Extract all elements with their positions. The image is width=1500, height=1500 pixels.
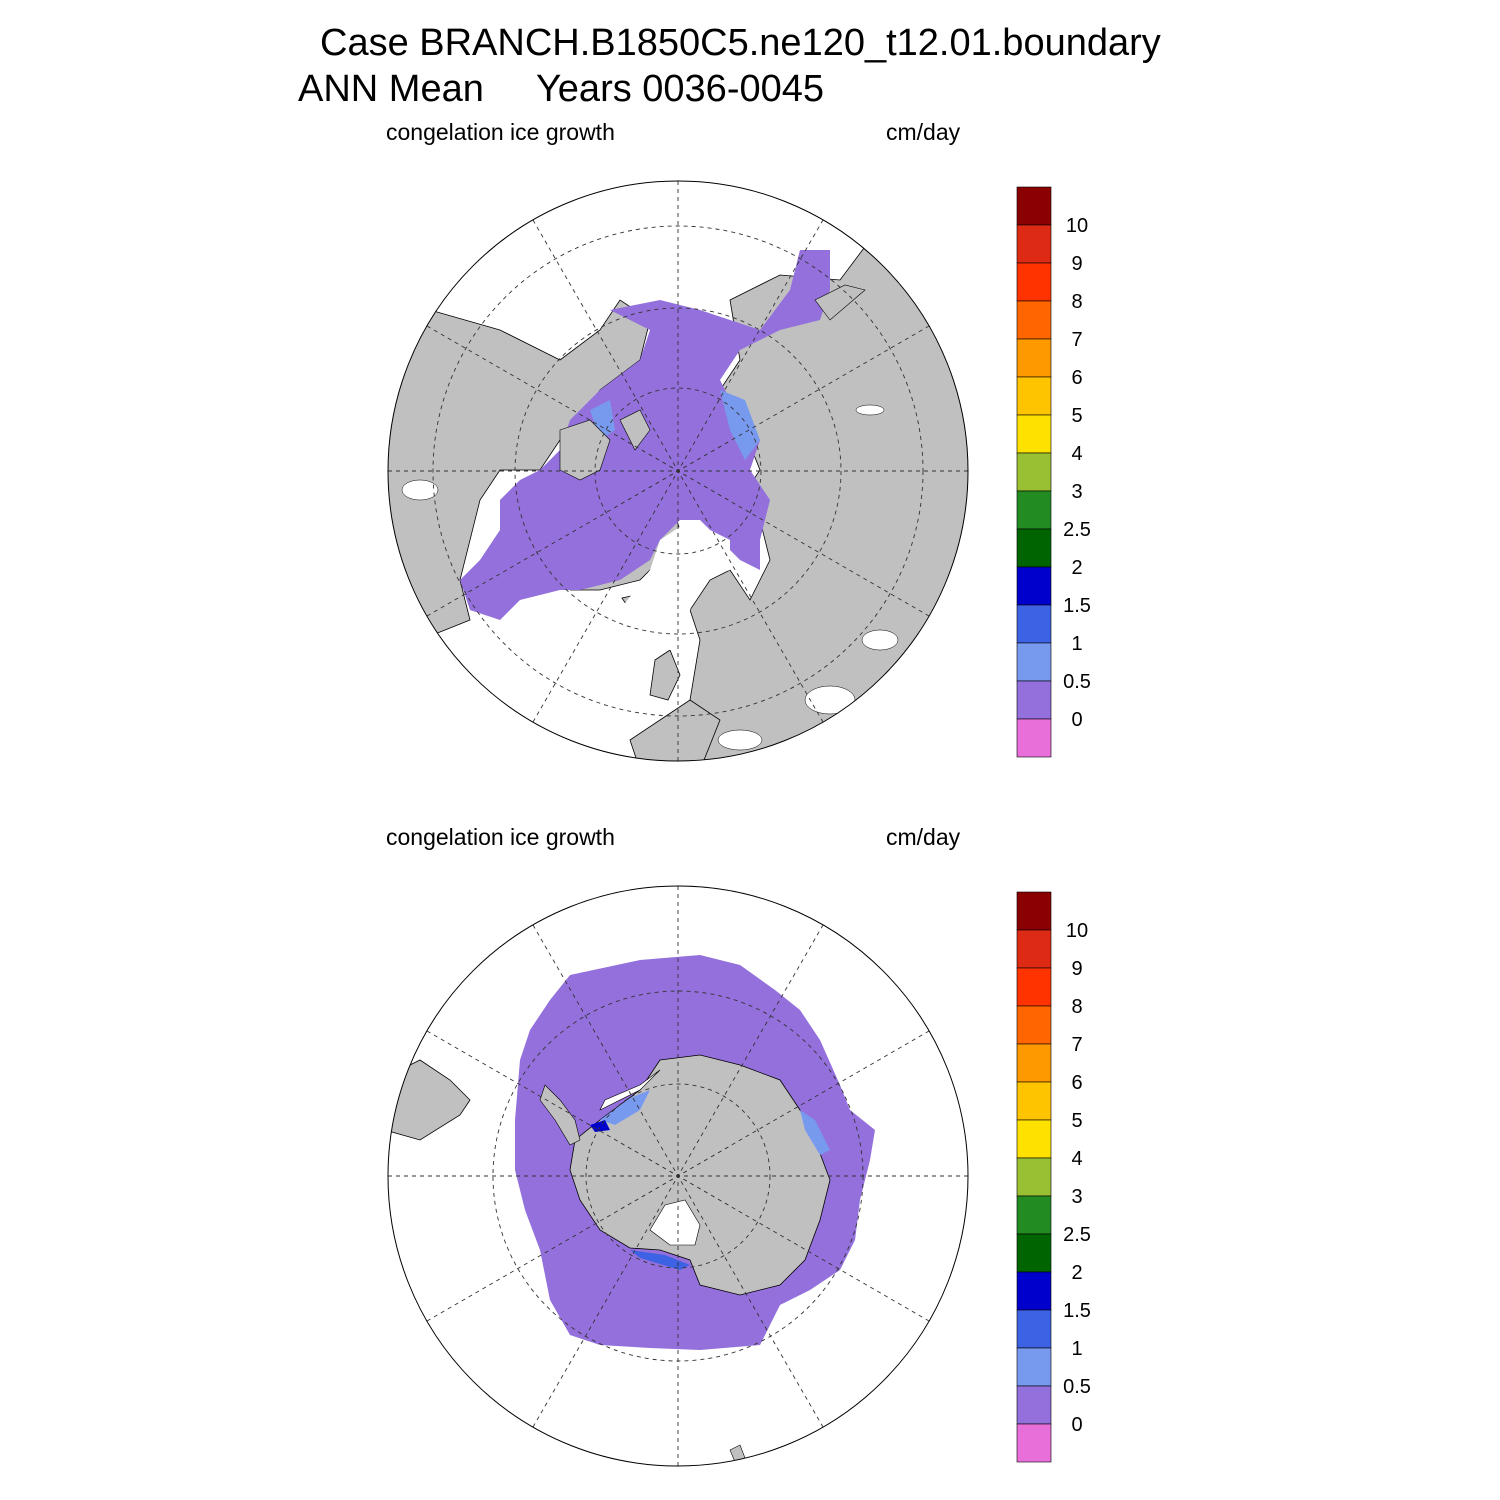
arctic-land-canadian-archipelago xyxy=(559,419,611,481)
arctic-land-archipelago-2 xyxy=(619,409,651,451)
arctic-ice-growth-band-mid-2 xyxy=(590,400,615,440)
figure-title-period: ANN Mean Years 0036-0045 xyxy=(298,68,825,110)
arctic-colorbar-swatch xyxy=(1016,642,1052,682)
antarctic-colorbar-label: 1.5 xyxy=(1063,1300,1091,1322)
arctic-colorbar-label: 7 xyxy=(1071,329,1082,351)
antarctic-colorbar-swatch xyxy=(1016,1195,1052,1235)
antarctic-units-label: cm/day xyxy=(886,824,961,850)
arctic-colorbar-label: 0 xyxy=(1071,709,1082,731)
antarctic-colorbar-label: 4 xyxy=(1071,1148,1082,1170)
antarctic-ice-shelf-weddell xyxy=(599,1069,661,1111)
antarctic-colorbar-swatch xyxy=(1016,929,1052,969)
arctic-colorbar-swatch xyxy=(1016,680,1052,720)
arctic-colorbar: 10 9 8 7 6 5 4 3 2.5 2 1.5 1 0.5 0 xyxy=(1016,186,1091,758)
arctic-colorbar-swatch xyxy=(1016,490,1052,530)
antarctic-colorbar-swatch xyxy=(1016,967,1052,1007)
antarctic-graticule xyxy=(388,886,968,1466)
arctic-land-europe xyxy=(629,699,721,761)
antarctic-colorbar: 10 9 8 7 6 5 4 3 2.5 2 1.5 1 0.5 0 xyxy=(1016,891,1091,1463)
antarctic-colorbar-swatch xyxy=(1016,1081,1052,1121)
arctic-colorbar-swatch xyxy=(1016,186,1052,226)
arctic-colorbar-label: 1.5 xyxy=(1063,595,1091,617)
antarctic-colorbar-label: 1 xyxy=(1071,1338,1082,1360)
antarctic-colorbar-swatch xyxy=(1016,1347,1052,1387)
arctic-map-border xyxy=(387,180,969,762)
arctic-colorbar-label: 3 xyxy=(1071,481,1082,503)
arctic-colorbar-label: 4 xyxy=(1071,443,1082,465)
arctic-lake-1 xyxy=(855,404,885,416)
antarctic-colorbar-label: 0.5 xyxy=(1063,1376,1091,1398)
antarctic-colorbar-swatch xyxy=(1016,1043,1052,1083)
antarctic-colorbar-label: 3 xyxy=(1071,1186,1082,1208)
antarctic-land-antarctica xyxy=(569,1054,831,1296)
arctic-ice-growth-band-mid xyxy=(720,390,760,460)
arctic-colorbar-swatch xyxy=(1016,376,1052,416)
arctic-colorbar-label: 5 xyxy=(1071,405,1082,427)
arctic-colorbar-swatch xyxy=(1016,566,1052,606)
arctic-colorbar-label: 0.5 xyxy=(1063,671,1091,693)
antarctic-colorbar-swatch xyxy=(1016,1233,1052,1273)
antarctic-colorbar-label: 0 xyxy=(1071,1414,1082,1436)
arctic-land-british-isles xyxy=(649,649,681,701)
arctic-units-label: cm/day xyxy=(886,119,961,145)
arctic-colorbar-label: 2.5 xyxy=(1063,519,1091,541)
arctic-colorbar-label: 2 xyxy=(1071,557,1082,579)
figure-title-case: Case BRANCH.B1850C5.ne120_t12.01.boundar… xyxy=(320,22,1161,64)
antarctic-colorbar-label: 6 xyxy=(1071,1072,1082,1094)
antarctic-map xyxy=(387,885,969,1467)
arctic-colorbar-swatch xyxy=(1016,452,1052,492)
antarctic-land-peninsula xyxy=(539,1084,581,1146)
arctic-lake-5 xyxy=(717,729,763,751)
arctic-colorbar-swatch xyxy=(1016,224,1052,264)
antarctic-ice-growth-band-east xyxy=(800,1110,830,1155)
antarctic-colorbar-label: 7 xyxy=(1071,1034,1082,1056)
antarctic-ice-growth-band-peninsula xyxy=(590,1120,610,1132)
antarctic-colorbar-swatch xyxy=(1016,1271,1052,1311)
arctic-colorbar-label: 8 xyxy=(1071,291,1082,313)
arctic-colorbar-swatch xyxy=(1016,338,1052,378)
arctic-graticule xyxy=(388,181,968,761)
arctic-colorbar-label: 1 xyxy=(1071,633,1082,655)
arctic-map xyxy=(387,180,969,762)
antarctic-ice-shelf-ross xyxy=(649,1199,701,1246)
antarctic-colorbar-swatch xyxy=(1016,1157,1052,1197)
arctic-lake-4 xyxy=(804,685,856,715)
arctic-colorbar-swatch xyxy=(1016,262,1052,302)
antarctic-ice-growth-band-ross xyxy=(630,1250,690,1270)
antarctic-colorbar-swatch xyxy=(1016,1309,1052,1349)
arctic-colorbar-swatch xyxy=(1016,414,1052,454)
antarctic-colorbar-label: 8 xyxy=(1071,996,1082,1018)
antarctic-colorbar-label: 2.5 xyxy=(1063,1224,1091,1246)
antarctic-colorbar-swatch xyxy=(1016,1385,1052,1425)
arctic-open-atlantic xyxy=(620,520,730,650)
arctic-lake-2 xyxy=(401,479,439,501)
arctic-colorbar-swatch xyxy=(1016,604,1052,644)
antarctic-colorbar-swatch xyxy=(1016,891,1052,931)
arctic-colorbar-label: 9 xyxy=(1071,253,1082,275)
arctic-land-novaya-zemlya xyxy=(814,284,866,321)
antarctic-colorbar-swatch xyxy=(1016,1423,1052,1463)
antarctic-colorbar-label: 10 xyxy=(1066,920,1088,942)
arctic-variable-label: congelation ice growth xyxy=(386,119,615,145)
antarctic-variable-label: congelation ice growth xyxy=(386,824,615,850)
antarctic-map-border xyxy=(387,885,969,1467)
antarctic-ice-growth-band-weddell xyxy=(600,1090,650,1125)
antarctic-colorbar-label: 9 xyxy=(1071,958,1082,980)
arctic-colorbar-swatch xyxy=(1016,718,1052,758)
arctic-colorbar-swatch xyxy=(1016,528,1052,568)
arctic-colorbar-swatch xyxy=(1016,300,1052,340)
antarctic-colorbar-swatch xyxy=(1016,1119,1052,1159)
antarctic-colorbar-label: 5 xyxy=(1071,1110,1082,1132)
arctic-colorbar-label: 6 xyxy=(1071,367,1082,389)
antarctic-colorbar-label: 2 xyxy=(1071,1262,1082,1284)
arctic-colorbar-label: 10 xyxy=(1066,215,1088,237)
antarctic-colorbar-swatch xyxy=(1016,1005,1052,1045)
arctic-lake-3 xyxy=(861,629,899,651)
